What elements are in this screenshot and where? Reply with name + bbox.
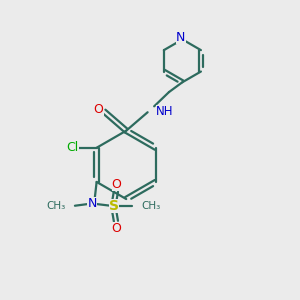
Text: O: O (112, 178, 122, 191)
Text: N: N (176, 32, 186, 44)
Text: NH: NH (156, 105, 173, 118)
Text: O: O (112, 222, 122, 235)
Text: S: S (109, 199, 118, 213)
Text: O: O (94, 103, 103, 116)
Text: Cl: Cl (67, 141, 79, 154)
Text: CH₃: CH₃ (47, 201, 66, 211)
Text: CH₃: CH₃ (141, 201, 160, 211)
Text: N: N (88, 197, 97, 210)
